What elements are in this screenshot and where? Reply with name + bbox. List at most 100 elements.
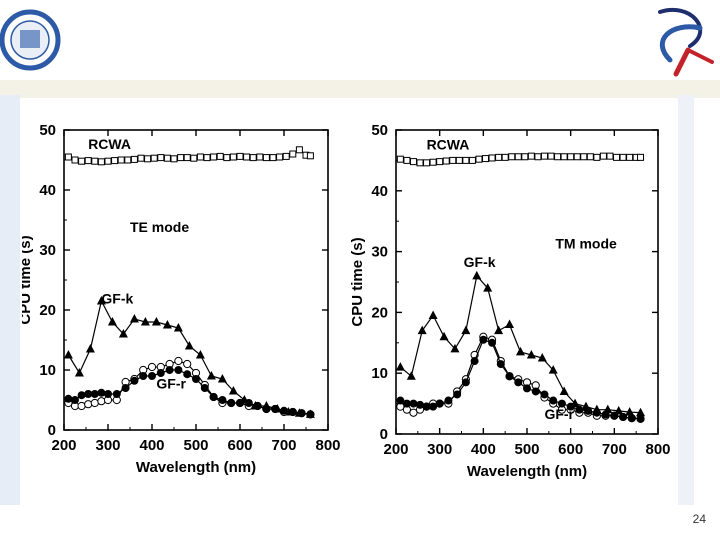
- data-point: [495, 153, 503, 161]
- data-point: [97, 388, 106, 397]
- data-point: [636, 414, 645, 423]
- page-number: 24: [692, 512, 706, 526]
- header-band: [0, 80, 720, 98]
- data-point: [276, 153, 284, 161]
- data-point: [395, 362, 405, 371]
- data-point: [97, 397, 106, 406]
- data-point: [514, 378, 523, 387]
- data-point: [203, 154, 211, 162]
- data-point: [130, 155, 138, 163]
- data-point: [627, 414, 636, 423]
- data-point: [406, 371, 416, 380]
- data-point: [170, 155, 178, 163]
- data-point: [409, 399, 418, 408]
- data-point: [104, 157, 112, 165]
- series-gf-r-filled: [64, 366, 315, 419]
- data-point: [124, 156, 132, 164]
- data-point: [496, 360, 505, 369]
- data-point: [479, 335, 488, 344]
- data-point: [107, 317, 117, 326]
- data-point: [192, 375, 200, 383]
- data-point: [163, 154, 171, 162]
- chart-panel: 200 300 400 500 600 700 800 0 10 20 30 40 50 Waveleng…: [17, 118, 678, 494]
- data-point: [84, 157, 92, 165]
- data-point: [183, 359, 192, 369]
- y-tick-label: 30: [371, 244, 388, 261]
- data-point: [450, 343, 460, 353]
- data-point: [599, 152, 607, 160]
- data-point: [547, 152, 555, 160]
- annotation-te-mode: TE mode: [130, 219, 189, 235]
- x-tick-label: 500: [183, 437, 208, 454]
- data-point: [409, 408, 418, 417]
- data-point: [619, 412, 628, 421]
- data-point: [428, 310, 438, 319]
- x-tick-label: 700: [271, 437, 296, 454]
- x-tick-label: 800: [315, 437, 340, 454]
- data-point: [613, 153, 621, 161]
- data-point: [90, 390, 99, 398]
- data-point: [566, 402, 575, 411]
- data-point: [64, 394, 73, 403]
- data-point: [139, 372, 148, 380]
- data-point: [144, 155, 152, 163]
- data-point: [228, 386, 238, 395]
- data-point: [527, 152, 535, 160]
- data-point: [111, 157, 119, 165]
- data-point: [442, 157, 450, 165]
- data-point: [416, 159, 424, 167]
- data-point: [462, 156, 470, 164]
- data-point: [402, 399, 411, 408]
- annotation-gf-k: GF-k: [464, 254, 496, 270]
- y-tick-label: 50: [371, 122, 388, 139]
- data-point: [130, 376, 139, 385]
- data-point: [90, 398, 99, 408]
- data-point: [573, 153, 581, 161]
- x-tick-label: 300: [427, 441, 452, 458]
- data-point: [162, 320, 172, 329]
- data-point: [236, 399, 244, 407]
- data-point: [140, 317, 150, 326]
- data-point: [295, 146, 303, 154]
- data-point: [85, 344, 95, 353]
- chart-2: 200 300 400 500 600 700 800 0 10 20 30 40 50 Waveleng…: [349, 122, 671, 480]
- series-gf-r-filled: [396, 335, 645, 423]
- x-axis-label: Wavelength (nm): [136, 459, 256, 476]
- data-point: [78, 157, 86, 165]
- data-point: [435, 399, 444, 408]
- data-point: [592, 408, 601, 417]
- y-axis-label: CPU time (s): [22, 235, 34, 324]
- data-point: [218, 396, 227, 404]
- data-point: [575, 405, 584, 414]
- y-tick-label: 0: [380, 426, 388, 443]
- data-point: [236, 152, 244, 160]
- data-point: [184, 341, 194, 350]
- data-point: [195, 350, 205, 359]
- data-point: [396, 396, 405, 405]
- data-point: [64, 153, 72, 161]
- data-point: [156, 369, 165, 377]
- y-tick-label: 40: [39, 182, 56, 199]
- data-point: [449, 156, 457, 164]
- data-point: [514, 153, 522, 161]
- x-tick-label: 300: [95, 437, 120, 454]
- data-point: [636, 407, 646, 417]
- x-tick-label: 500: [514, 441, 539, 458]
- data-point: [482, 155, 490, 163]
- data-point: [196, 153, 204, 161]
- data-point: [560, 153, 568, 161]
- data-point: [151, 317, 161, 326]
- data-point: [601, 410, 610, 419]
- data-point: [531, 387, 540, 396]
- data-point: [548, 365, 558, 374]
- data-point: [223, 154, 231, 162]
- data-point: [227, 399, 236, 407]
- annotation-gf-r: GF-r: [544, 406, 574, 422]
- data-point: [104, 390, 112, 398]
- x-tick-label: 600: [227, 437, 252, 454]
- data-point: [96, 296, 106, 305]
- data-point: [396, 155, 404, 163]
- data-point: [297, 409, 306, 418]
- data-point: [174, 366, 183, 374]
- data-point: [306, 410, 315, 419]
